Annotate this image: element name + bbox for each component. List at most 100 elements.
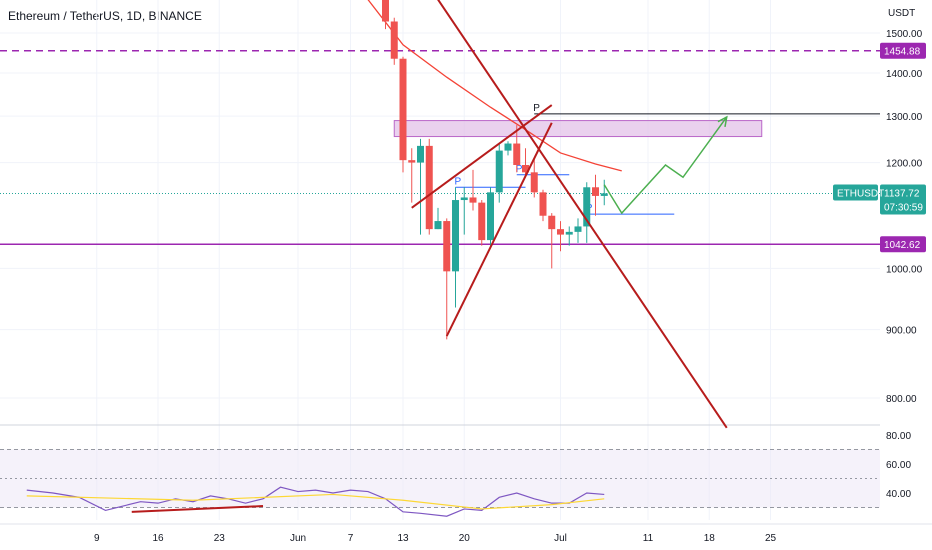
- rsi-pane: 80.00 60.00 40.00: [0, 431, 911, 517]
- symbol-tag: [833, 184, 878, 201]
- candle-body: [522, 164, 529, 173]
- candle: [539, 189, 547, 222]
- candle: [548, 213, 556, 269]
- time-axis-tick-label: 9: [94, 533, 100, 544]
- candle-body: [539, 192, 547, 216]
- chart-title: Ethereum / TetherUS, 1D, BINANCE: [8, 9, 202, 23]
- candle-body: [443, 221, 451, 272]
- trend-line: [437, 0, 728, 429]
- candle-body: [513, 143, 521, 165]
- pivot-label: P: [533, 103, 540, 114]
- candle-body: [548, 215, 556, 230]
- bar-countdown: 07:30:59: [884, 203, 923, 214]
- candle-body: [583, 187, 591, 227]
- candle: [487, 187, 494, 246]
- candle: [425, 138, 433, 235]
- rsi-line: [26, 486, 605, 517]
- rsi-axis-tick-label: 40.00: [886, 489, 911, 500]
- candle: [600, 179, 608, 206]
- candle-body: [574, 226, 582, 232]
- price-axis-tick-label: 1000.00: [886, 264, 923, 275]
- candle: [478, 200, 486, 246]
- candle-body: [592, 187, 599, 196]
- candle: [495, 143, 503, 203]
- time-axis-tick-label: 20: [459, 533, 471, 544]
- time-axis-tick-label: 13: [397, 533, 409, 544]
- candle-body: [460, 197, 468, 201]
- candle: [417, 138, 424, 235]
- candle: [452, 187, 459, 308]
- candle: [460, 187, 468, 235]
- time-axis-tick-label: 25: [765, 533, 777, 544]
- candle: [513, 125, 521, 173]
- price-axis-background: [880, 0, 932, 550]
- candle-body: [390, 21, 398, 59]
- level-price-tag: [880, 236, 926, 253]
- price-axis-tick-label: 1400.00: [886, 69, 923, 80]
- time-axis-tick-label: Jul: [554, 533, 567, 544]
- candle-body: [425, 145, 433, 230]
- candle-body: [417, 145, 424, 163]
- projection-arrowhead-icon: [717, 115, 728, 127]
- trend-line: [411, 104, 553, 209]
- price-axis-tick-label: 1500.00: [886, 29, 923, 40]
- level-price-tag-label: 1454.88: [884, 47, 921, 58]
- moving-average-line: [367, 0, 622, 172]
- resistance-zone: [393, 120, 763, 138]
- candle-body: [557, 229, 564, 235]
- projection-path: [603, 116, 728, 215]
- level-price-tag-label: 1042.62: [884, 240, 921, 251]
- symbol-tag-label: ETHUSDT: [837, 189, 884, 200]
- rsi-axis-tick-label: 80.00: [886, 431, 911, 442]
- candle: [443, 218, 451, 340]
- time-axis-tick-label: 23: [214, 533, 226, 544]
- price-axis-tick-label: 1300.00: [886, 112, 923, 123]
- candle-body: [600, 193, 608, 196]
- candle: [583, 182, 591, 243]
- level-price-tag: [880, 42, 926, 59]
- time-axis-tick-label: 18: [704, 533, 716, 544]
- price-axis-tick-label: 800.00: [886, 394, 917, 405]
- candle: [530, 157, 538, 198]
- candle-body: [452, 200, 459, 272]
- candle: [382, 0, 389, 30]
- candle: [390, 17, 398, 65]
- pivot-label: P: [516, 164, 523, 175]
- candle-body: [495, 150, 503, 193]
- current-price-tag: [880, 184, 926, 215]
- candle: [504, 141, 512, 156]
- candle-body: [408, 160, 416, 163]
- current-price-value: 1137.72: [884, 189, 920, 200]
- candle-body: [565, 231, 573, 235]
- candle-body: [487, 192, 494, 241]
- candles: [382, 0, 608, 340]
- time-axis-tick-label: 7: [348, 533, 354, 544]
- candle-body: [434, 221, 442, 230]
- candle-body: [382, 0, 389, 22]
- candle: [522, 148, 529, 178]
- rsi-divergence-line: [131, 505, 264, 513]
- trend-line: [445, 122, 553, 337]
- time-axis-tick-label: 16: [152, 533, 164, 544]
- price-axis-unit: USDT: [888, 8, 915, 19]
- candle-body: [399, 58, 407, 161]
- candle: [469, 169, 477, 211]
- candle: [565, 226, 573, 246]
- candle-body: [530, 172, 538, 193]
- grid-lines: [0, 0, 880, 520]
- rsi-ma-line: [26, 493, 605, 510]
- price-axis-tick-label: 1200.00: [886, 159, 923, 170]
- time-axis-tick-label: Jun: [290, 533, 306, 544]
- rsi-axis-tick-label: 60.00: [886, 460, 911, 471]
- candle: [434, 207, 442, 230]
- candle: [592, 174, 599, 216]
- candle: [557, 221, 564, 252]
- candle-body: [478, 202, 486, 241]
- time-axis-tick-label: 11: [643, 533, 654, 544]
- candle-body: [504, 143, 512, 151]
- candle: [399, 56, 407, 173]
- candle-body: [469, 197, 477, 203]
- price-axis-tick-label: 900.00: [886, 326, 917, 337]
- candle: [408, 148, 416, 203]
